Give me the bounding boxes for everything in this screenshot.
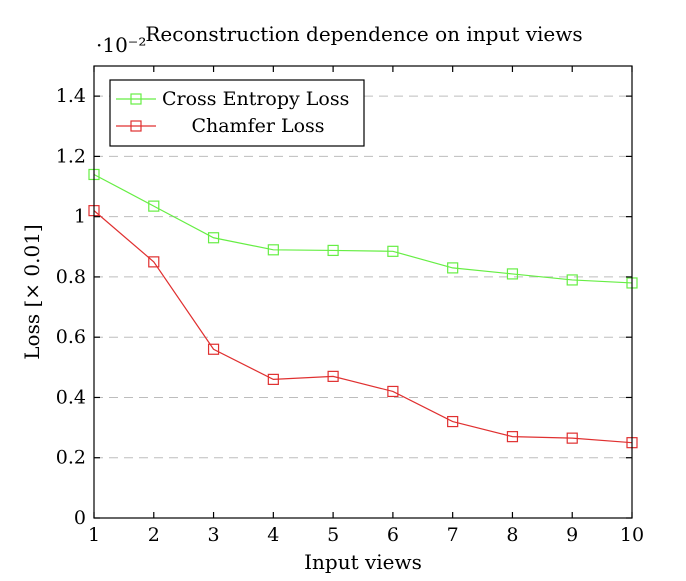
x-tick-label: 3 bbox=[208, 524, 220, 546]
data-point bbox=[327, 370, 339, 382]
data-point bbox=[148, 200, 160, 212]
data-point bbox=[387, 245, 399, 257]
y-tick-label: 0.6 bbox=[56, 326, 86, 348]
legend-label-chamfer: Chamfer Loss bbox=[191, 115, 324, 137]
x-tick-label: 7 bbox=[447, 524, 459, 546]
legend-marker-chamfer bbox=[130, 120, 142, 132]
data-point bbox=[267, 373, 279, 385]
data-point bbox=[506, 431, 519, 443]
x-axis-label: Input views bbox=[304, 550, 422, 574]
y-tick-label: 1.2 bbox=[56, 145, 86, 167]
y-tick-label: 1 bbox=[74, 206, 86, 228]
x-tick-label: 6 bbox=[387, 524, 399, 546]
series-0 bbox=[88, 168, 638, 289]
legend-marker-cross-entropy bbox=[130, 93, 142, 105]
series-layer bbox=[88, 168, 638, 449]
data-point bbox=[387, 385, 399, 398]
data-point bbox=[447, 262, 459, 274]
data-point bbox=[327, 244, 339, 257]
data-point bbox=[207, 232, 220, 244]
data-point bbox=[506, 268, 519, 280]
y-tick-label: 0.4 bbox=[56, 386, 86, 408]
ticks bbox=[93, 66, 633, 519]
x-tick-label: 4 bbox=[267, 524, 279, 546]
series-line bbox=[93, 210, 633, 444]
y-tick-label: 1.4 bbox=[56, 85, 86, 107]
data-point bbox=[267, 244, 279, 256]
grid bbox=[94, 95, 632, 459]
y-tick-label: 0.2 bbox=[56, 447, 86, 469]
data-point bbox=[447, 415, 459, 428]
x-tick-label: 8 bbox=[506, 524, 518, 546]
tick-labels: 0 0.2 0.4 0.6 0.8 1 1.2 1.4 1 2 3 4 5 6 7 8 9 10 bbox=[56, 85, 644, 546]
x-tick-label: 2 bbox=[148, 524, 160, 546]
x-tick-label: 1 bbox=[88, 524, 100, 546]
x-tick-label: 5 bbox=[327, 524, 339, 546]
chart-title: Reconstruction dependence on input views bbox=[145, 22, 582, 46]
legend: Cross Entropy Loss Chamfer Loss bbox=[109, 79, 365, 147]
series-line bbox=[93, 173, 633, 284]
y-axis-label: Loss [× 0.01] bbox=[20, 224, 44, 359]
x-tick-label: 9 bbox=[566, 524, 578, 546]
legend-box bbox=[109, 79, 365, 147]
plot-frame bbox=[93, 65, 633, 519]
scale-exponent-label: ·10⁻² bbox=[96, 33, 146, 57]
data-point bbox=[566, 274, 578, 286]
y-tick-label: 0.8 bbox=[56, 266, 86, 288]
data-point bbox=[207, 343, 220, 355]
series-1 bbox=[88, 205, 638, 449]
x-tick-label: 10 bbox=[620, 524, 644, 546]
data-point bbox=[148, 256, 160, 268]
y-tick-label: 0 bbox=[74, 507, 86, 529]
legend-label-cross-entropy: Cross Entropy Loss bbox=[162, 88, 349, 110]
data-point bbox=[566, 432, 578, 444]
